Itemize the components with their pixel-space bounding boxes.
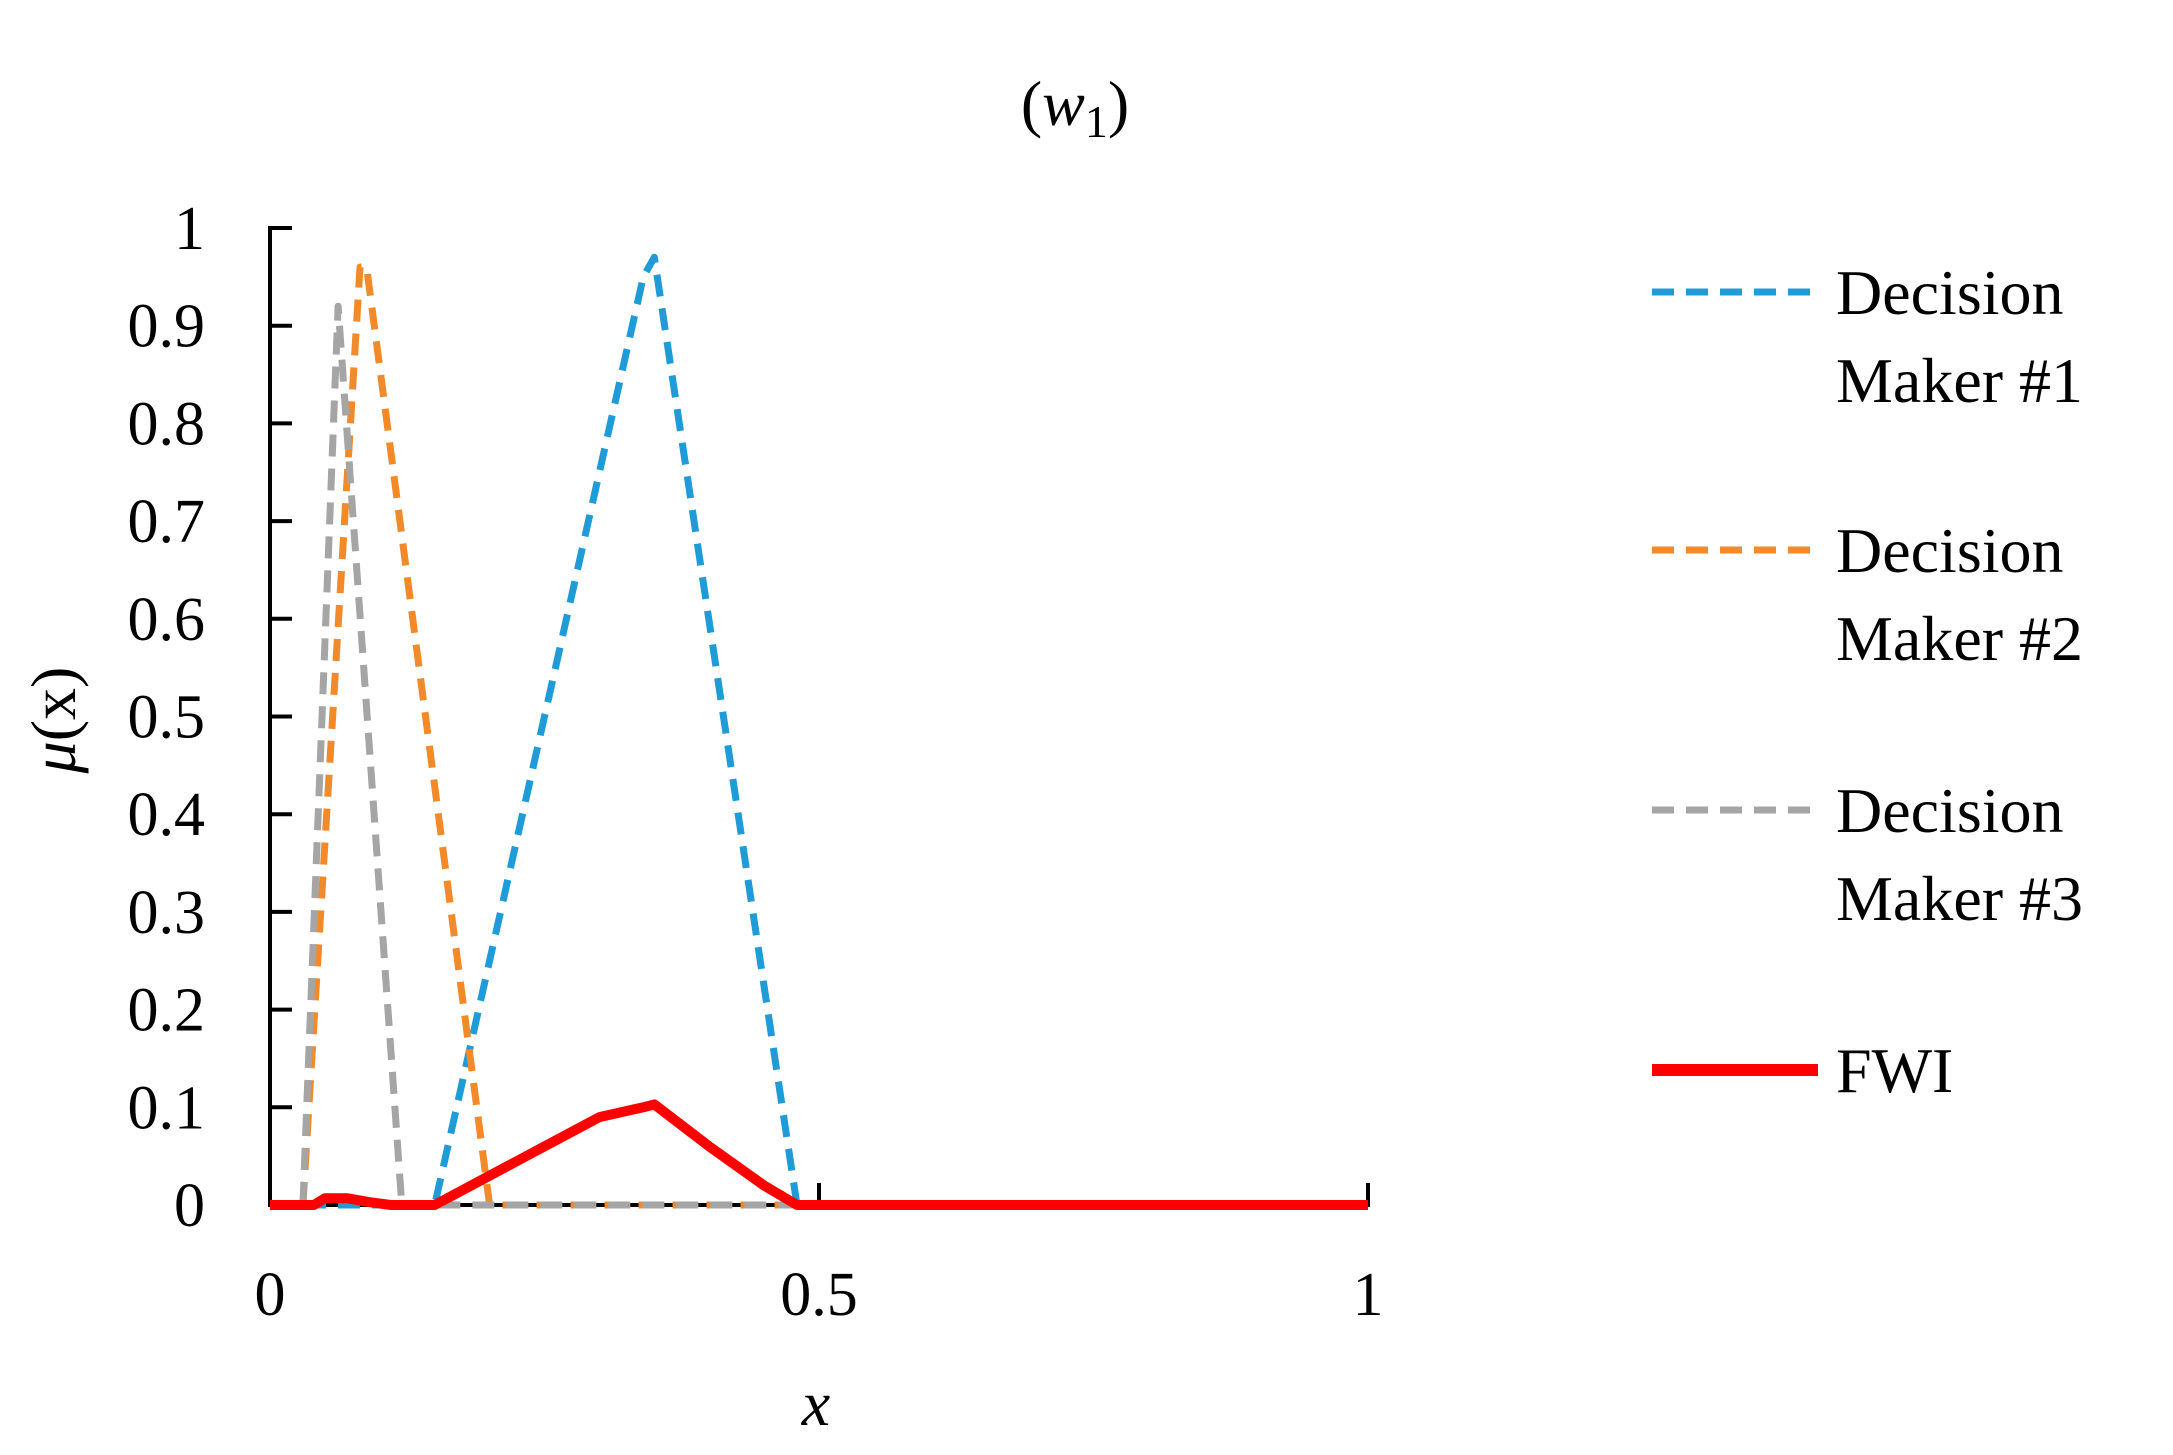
- y-tick-label: 0.3: [128, 879, 206, 947]
- y-tick-label: 1: [174, 195, 205, 263]
- y-axis-arg: (x): [18, 667, 89, 742]
- legend-label-1: Decision: [1836, 257, 2064, 328]
- y-axis-func: μ: [18, 741, 89, 774]
- x-tick-label: 0.5: [780, 1261, 858, 1329]
- series-line-3: [270, 302, 1368, 1209]
- plot-area: [270, 253, 1368, 1210]
- legend: Decision Maker #1 Decision Maker #2 Decision…: [1652, 257, 2083, 1106]
- y-tick-label: 0.9: [128, 293, 206, 361]
- y-tick-label: 0.1: [128, 1074, 206, 1142]
- axes: [268, 226, 1370, 1207]
- chart-title: (w1): [1021, 68, 1129, 147]
- y-tick-label: 0.5: [128, 684, 206, 752]
- y-tick-label: 0.8: [128, 390, 206, 458]
- y-tick-label: 0.2: [128, 977, 206, 1045]
- y-axis-title: μ(x): [18, 667, 89, 775]
- legend-label-3: Decision: [1836, 775, 2064, 846]
- x-tick-label: 1: [1353, 1261, 1384, 1329]
- series-line-1: [270, 253, 1368, 1209]
- legend-label-2: Maker #2: [1836, 603, 2083, 674]
- y-tick-label: 0.4: [128, 781, 206, 849]
- y-tick-label: 0: [174, 1172, 205, 1240]
- legend-label-1: Maker #1: [1836, 345, 2083, 416]
- tick-labels: 0 0.1 0.2 0.3 0.4 0.5 0.6 0.7 0.8 0.9 1 0 0.5 1: [128, 195, 1384, 1329]
- series-line-4: [270, 1099, 1368, 1210]
- y-tick-label: 0.6: [128, 586, 206, 654]
- svg-text:μ(x): μ(x): [18, 667, 89, 775]
- y-tick-label: 0.7: [128, 488, 206, 556]
- legend-label-3: Maker #3: [1836, 863, 2083, 934]
- legend-label-2: Decision: [1836, 515, 2064, 586]
- x-tick-label: 0: [255, 1261, 286, 1329]
- legend-label-4: FWI: [1836, 1035, 1953, 1106]
- series-line-2: [270, 263, 1368, 1209]
- x-axis-title: x: [801, 1368, 830, 1439]
